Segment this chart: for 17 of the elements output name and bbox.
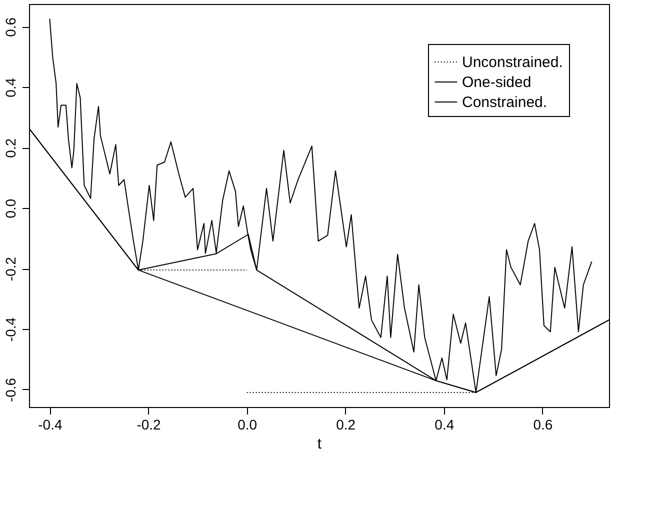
y-tick-label: -0.6 (2, 378, 18, 402)
y-tick-label: -0.4 (2, 317, 18, 342)
y-tick-label: 0.0 (2, 198, 18, 218)
x-tick-label: 0.4 (434, 416, 454, 432)
x-tick-label: 0.6 (533, 416, 553, 432)
y-tick-label: 0.4 (2, 78, 18, 98)
legend-label: Constrained. (462, 94, 548, 111)
y-tick-label: -0.2 (2, 256, 18, 282)
y-tick-label: 0.2 (2, 138, 18, 158)
legend-label: One-sided (462, 74, 532, 91)
x-tick-label: -0.4 (38, 416, 62, 432)
x-axis-title: t (317, 436, 322, 452)
y-tick-label: 0.6 (2, 17, 18, 37)
x-tick-label: 0.2 (336, 416, 356, 432)
x-tick-label: 0.0 (238, 416, 258, 432)
legend-label: Unconstrained. (462, 54, 563, 71)
x-tick-label: -0.2 (136, 416, 162, 432)
